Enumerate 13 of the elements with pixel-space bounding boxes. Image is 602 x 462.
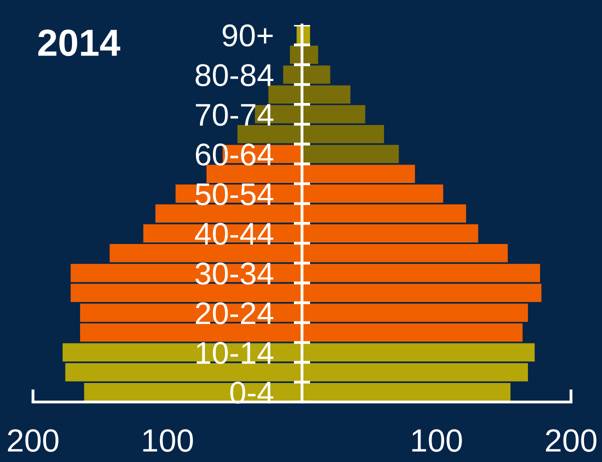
- y-tick-label: 40-44: [195, 222, 274, 245]
- chart-title: 2014: [38, 30, 120, 56]
- x-tick-label: 100: [143, 429, 193, 452]
- y-tick-label: 80-84: [196, 64, 274, 86]
- y-tick-label: 20-24: [196, 302, 274, 324]
- y-tick-label: 70-74: [196, 104, 274, 126]
- x-tick-label: 200: [546, 429, 596, 452]
- y-tick-label: 50-54: [196, 183, 274, 206]
- y-tick-label: 10-14: [196, 342, 274, 364]
- x-tick-label: 100: [412, 429, 462, 452]
- y-tick-label: 30-34: [195, 262, 274, 285]
- x-tick-label: 200: [8, 429, 58, 452]
- y-tick-label: 90+: [222, 24, 273, 47]
